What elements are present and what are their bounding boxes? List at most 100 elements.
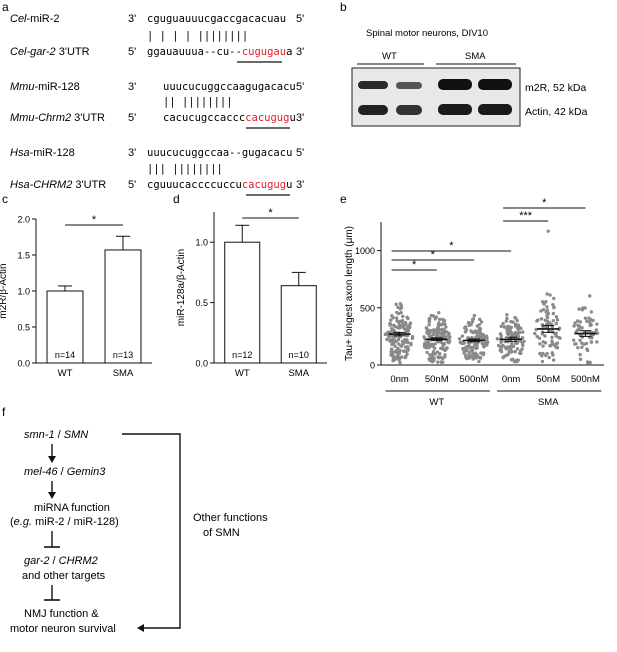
- n-label: n=12: [232, 350, 252, 360]
- comparison-label: *: [412, 259, 417, 271]
- data-point: [554, 345, 558, 349]
- data-point: [541, 344, 545, 348]
- data-point: [473, 329, 478, 333]
- node-other-targets: and other targets: [22, 570, 106, 582]
- data-point: [397, 342, 401, 346]
- data-point: [518, 351, 522, 355]
- data-point: [390, 329, 395, 334]
- data-point: [554, 321, 558, 326]
- blot-group-sma: SMA: [465, 51, 486, 62]
- group-label-sma: SMA: [538, 397, 559, 408]
- data-point: [400, 355, 404, 359]
- data-point: [533, 331, 537, 336]
- data-point: [445, 346, 449, 350]
- data-point: [432, 356, 436, 361]
- data-point: [594, 328, 599, 332]
- data-point: [548, 344, 552, 348]
- data-point: [461, 341, 465, 346]
- svg-text:3': 3': [128, 147, 136, 159]
- data-point: [461, 346, 465, 351]
- mirna-sequence: uuucucuggccaa--gugacacu: [147, 147, 292, 159]
- data-point: [499, 324, 503, 328]
- data-point: [439, 340, 443, 344]
- panel-c-label: c: [2, 192, 8, 206]
- data-point: [477, 355, 482, 360]
- data-point: [479, 320, 484, 324]
- data-point: [393, 338, 397, 343]
- data-point: [478, 327, 483, 331]
- data-point: [546, 323, 550, 327]
- y-axis-label: miR-128a/β-Actin: [176, 249, 187, 326]
- data-point: [578, 338, 582, 342]
- data-point: [515, 359, 520, 363]
- data-point: [538, 342, 542, 346]
- data-point: [578, 357, 583, 361]
- strand-3prime: 3': [128, 13, 136, 25]
- data-point: [539, 317, 544, 321]
- panel-e-label: e: [340, 192, 347, 206]
- data-point: [505, 316, 509, 321]
- significance-label: *: [92, 214, 97, 226]
- x-tick-label: 50nM: [536, 374, 560, 385]
- data-point: [511, 357, 515, 362]
- data-point: [555, 341, 559, 346]
- data-point: [550, 340, 554, 345]
- bar: [280, 285, 317, 364]
- data-point: [517, 331, 521, 335]
- data-point: [481, 351, 486, 355]
- data-point: [474, 356, 478, 360]
- data-point: [539, 309, 543, 313]
- node-nmj-function: NMJ function &: [24, 608, 99, 620]
- x-tick-label: 50nM: [425, 374, 449, 385]
- n-label: n=14: [55, 350, 75, 360]
- data-point: [586, 360, 590, 365]
- data-point: [589, 340, 594, 344]
- band-label-m2r: m2R, 52 kDa: [525, 82, 586, 94]
- data-point: [595, 331, 600, 336]
- strand-5prime: 5': [296, 13, 304, 25]
- data-point: [399, 325, 404, 329]
- data-point: [540, 332, 545, 336]
- data-point: [581, 306, 585, 310]
- data-point: [437, 355, 442, 360]
- base-pair-lines: || ||||||||: [163, 96, 233, 108]
- svg-text:5': 5': [128, 179, 136, 191]
- data-point: [551, 358, 556, 362]
- data-point: [400, 340, 405, 344]
- data-point: [505, 329, 509, 333]
- data-point: [464, 353, 468, 358]
- data-point: [438, 328, 442, 332]
- data-point: [514, 322, 518, 327]
- data-point: [398, 348, 402, 352]
- y-tick-label: 2.0: [17, 215, 30, 225]
- data-point: [441, 322, 445, 326]
- data-point: [471, 357, 475, 361]
- bar: [224, 241, 261, 364]
- data-point: [588, 321, 592, 325]
- data-point: [393, 324, 398, 329]
- data-point: [402, 337, 407, 342]
- blot-band: [478, 79, 512, 90]
- data-point: [513, 350, 517, 354]
- y-tick-label: 500: [360, 303, 375, 313]
- data-point: [444, 325, 448, 329]
- data-point: [544, 300, 548, 304]
- arrow-head: [48, 492, 56, 499]
- data-point: [436, 325, 440, 330]
- data-point: [577, 324, 582, 329]
- data-point: [498, 332, 503, 336]
- data-point: [383, 332, 387, 337]
- data-point: [499, 340, 503, 345]
- data-point: [393, 344, 397, 348]
- data-point: [547, 355, 551, 360]
- data-point: [576, 345, 580, 350]
- data-point: [486, 340, 490, 344]
- data-point: [442, 342, 447, 346]
- data-point: [578, 352, 582, 357]
- svg-text:Mmu-miR-128: Mmu-miR-128: [10, 81, 80, 93]
- data-point: [537, 336, 542, 340]
- data-point: [405, 345, 409, 349]
- data-point: [551, 311, 556, 316]
- data-point: [588, 360, 592, 365]
